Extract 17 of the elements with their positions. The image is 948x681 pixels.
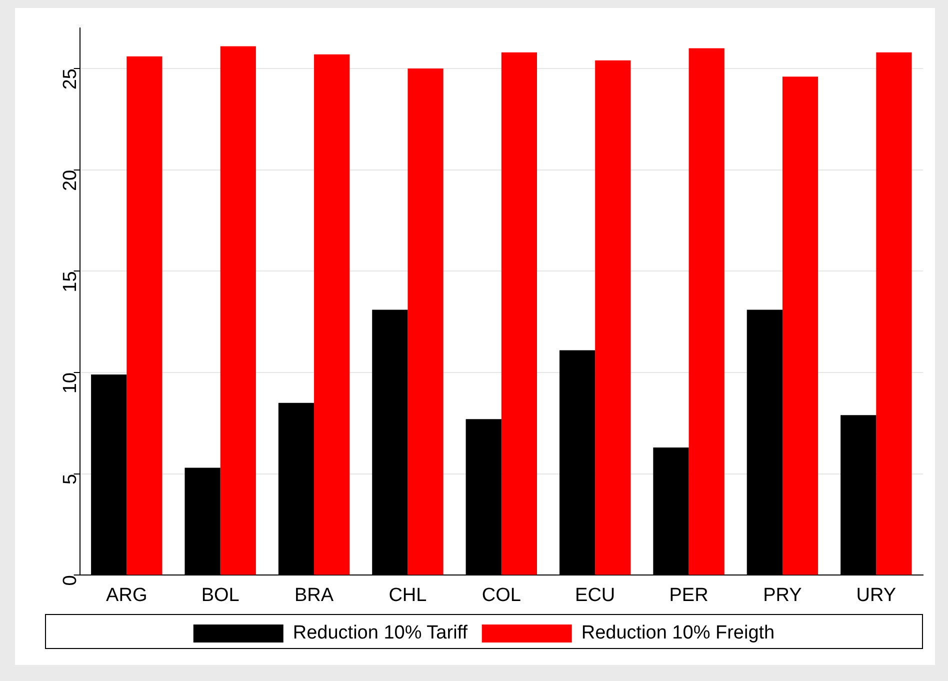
- x-tick-label: ECU: [575, 584, 616, 606]
- y-tick-label: 15: [60, 271, 82, 292]
- x-tick-label: URY: [856, 584, 896, 606]
- y-tick-label: 10: [60, 372, 82, 394]
- y-tick-label: 25: [60, 68, 82, 90]
- x-tick-label: BRA: [294, 584, 334, 606]
- y-tick-label: 0: [60, 575, 82, 586]
- x-tick-label: PRY: [763, 584, 802, 606]
- x-tick-label: CHL: [388, 584, 427, 606]
- legend-label: Reduction 10% Tariff: [292, 622, 468, 644]
- x-tick-label: COL: [482, 584, 521, 606]
- y-tick-label: 20: [60, 170, 82, 192]
- legend-label: Reduction 10% Freigth: [581, 622, 775, 644]
- y-tick-label: 5: [60, 474, 82, 484]
- x-tick-label: BOL: [201, 584, 240, 606]
- x-tick-label: ARG: [106, 584, 148, 606]
- x-tick-label: PER: [669, 584, 708, 606]
